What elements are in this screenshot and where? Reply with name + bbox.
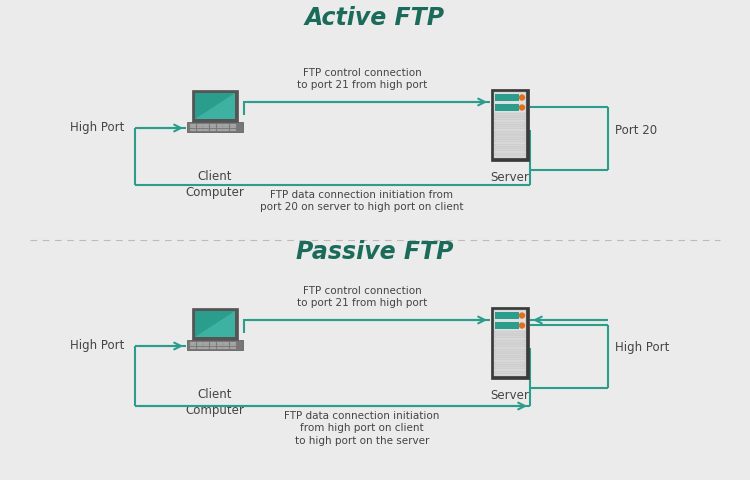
FancyBboxPatch shape (224, 344, 230, 346)
FancyBboxPatch shape (224, 124, 230, 126)
FancyBboxPatch shape (210, 344, 216, 346)
FancyBboxPatch shape (495, 104, 519, 111)
FancyBboxPatch shape (494, 310, 526, 376)
FancyBboxPatch shape (495, 144, 525, 147)
Text: Passive FTP: Passive FTP (296, 240, 454, 264)
FancyBboxPatch shape (203, 129, 209, 131)
FancyBboxPatch shape (495, 358, 525, 360)
Text: High Port: High Port (615, 341, 669, 355)
FancyBboxPatch shape (217, 342, 223, 344)
FancyBboxPatch shape (495, 113, 525, 116)
FancyBboxPatch shape (210, 129, 216, 131)
FancyBboxPatch shape (230, 129, 236, 131)
FancyBboxPatch shape (187, 122, 243, 132)
FancyBboxPatch shape (495, 371, 525, 373)
FancyBboxPatch shape (224, 129, 230, 131)
Text: FTP data connection initiation
from high port on client
to high port on the serv: FTP data connection initiation from high… (284, 411, 440, 446)
FancyBboxPatch shape (217, 344, 223, 346)
FancyBboxPatch shape (203, 347, 209, 348)
FancyBboxPatch shape (195, 93, 235, 119)
FancyBboxPatch shape (491, 307, 529, 379)
FancyBboxPatch shape (195, 311, 235, 337)
FancyBboxPatch shape (495, 344, 525, 347)
FancyBboxPatch shape (224, 347, 230, 348)
FancyBboxPatch shape (495, 331, 525, 334)
FancyBboxPatch shape (495, 340, 525, 343)
Circle shape (520, 95, 524, 100)
FancyBboxPatch shape (196, 342, 202, 344)
FancyBboxPatch shape (495, 312, 519, 319)
FancyBboxPatch shape (192, 90, 238, 122)
FancyBboxPatch shape (217, 129, 223, 131)
Text: Server: Server (490, 389, 530, 402)
Text: Client
Computer: Client Computer (185, 170, 244, 199)
FancyBboxPatch shape (210, 347, 216, 348)
FancyBboxPatch shape (217, 347, 223, 348)
FancyBboxPatch shape (495, 322, 519, 329)
FancyBboxPatch shape (217, 124, 223, 126)
FancyBboxPatch shape (230, 347, 236, 348)
FancyBboxPatch shape (192, 308, 238, 340)
Text: FTP data connection initiation from
port 20 on server to high port on client: FTP data connection initiation from port… (260, 190, 464, 212)
FancyBboxPatch shape (190, 344, 196, 346)
FancyBboxPatch shape (491, 89, 529, 161)
FancyBboxPatch shape (203, 124, 209, 126)
FancyBboxPatch shape (230, 124, 236, 126)
FancyBboxPatch shape (210, 126, 216, 128)
FancyBboxPatch shape (210, 342, 216, 344)
Text: Server: Server (490, 171, 530, 184)
Circle shape (520, 313, 524, 318)
Circle shape (520, 323, 524, 328)
FancyBboxPatch shape (190, 129, 196, 131)
FancyBboxPatch shape (230, 342, 236, 344)
Polygon shape (195, 93, 235, 119)
FancyBboxPatch shape (495, 139, 525, 142)
FancyBboxPatch shape (190, 347, 196, 348)
FancyBboxPatch shape (187, 340, 243, 350)
Circle shape (520, 105, 524, 110)
FancyBboxPatch shape (224, 342, 230, 344)
FancyBboxPatch shape (217, 126, 223, 128)
FancyBboxPatch shape (495, 94, 519, 101)
FancyBboxPatch shape (203, 344, 209, 346)
FancyBboxPatch shape (190, 126, 196, 128)
FancyBboxPatch shape (196, 347, 202, 348)
Text: Client
Computer: Client Computer (185, 388, 244, 417)
FancyBboxPatch shape (190, 124, 196, 126)
Text: High Port: High Port (70, 339, 124, 352)
FancyBboxPatch shape (190, 342, 196, 344)
Text: Active FTP: Active FTP (305, 6, 445, 30)
FancyBboxPatch shape (203, 126, 209, 128)
FancyBboxPatch shape (196, 126, 202, 128)
FancyBboxPatch shape (495, 153, 525, 156)
Text: High Port: High Port (70, 121, 124, 134)
FancyBboxPatch shape (495, 131, 525, 133)
FancyBboxPatch shape (230, 344, 236, 346)
FancyBboxPatch shape (495, 118, 525, 120)
FancyBboxPatch shape (196, 344, 202, 346)
FancyBboxPatch shape (230, 126, 236, 128)
FancyBboxPatch shape (495, 126, 525, 129)
FancyBboxPatch shape (196, 124, 202, 126)
FancyBboxPatch shape (224, 126, 230, 128)
Polygon shape (195, 311, 235, 337)
FancyBboxPatch shape (495, 353, 525, 356)
Text: FTP control connection
to port 21 from high port: FTP control connection to port 21 from h… (297, 286, 427, 308)
Text: Port 20: Port 20 (615, 123, 657, 136)
Text: FTP control connection
to port 21 from high port: FTP control connection to port 21 from h… (297, 68, 427, 90)
FancyBboxPatch shape (495, 122, 525, 125)
FancyBboxPatch shape (495, 336, 525, 338)
FancyBboxPatch shape (495, 366, 525, 369)
FancyBboxPatch shape (495, 135, 525, 138)
FancyBboxPatch shape (495, 148, 525, 151)
FancyBboxPatch shape (203, 342, 209, 344)
FancyBboxPatch shape (495, 348, 525, 351)
FancyBboxPatch shape (494, 92, 526, 158)
FancyBboxPatch shape (210, 124, 216, 126)
FancyBboxPatch shape (196, 129, 202, 131)
FancyBboxPatch shape (495, 362, 525, 365)
